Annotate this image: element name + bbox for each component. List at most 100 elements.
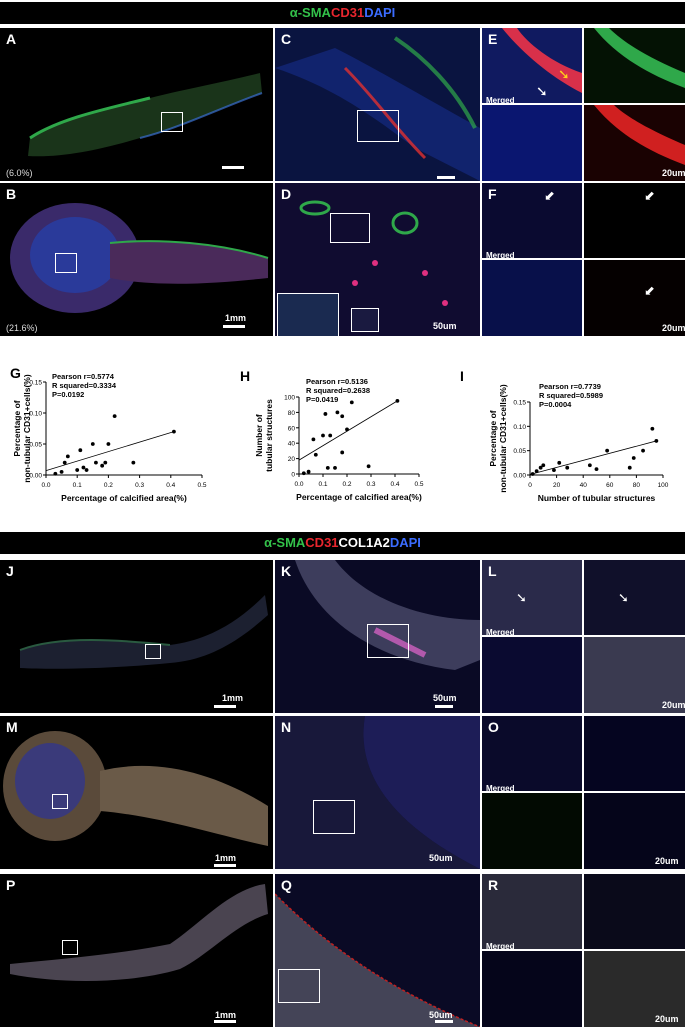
data-point [541,463,546,468]
y-tick-label: 60 [288,425,296,432]
tissue-section-j [19,595,268,669]
tissue-section-p [10,884,268,981]
y-tick-label: 0.10 [513,424,526,431]
scale-text-m: 1mm [215,853,237,863]
arrow-white-icon: ➘ [618,590,629,605]
panel-label-j: J [6,563,14,579]
panel-k: K 50um [275,560,480,713]
stat-line: R squared=0.5989 [539,391,603,400]
l-col-tile [584,637,685,713]
data-point [530,472,535,476]
data-point [565,465,570,470]
l-cd31-tile [584,560,685,635]
panel-d: D 50um [275,183,480,336]
legend-sma: α-SMA [264,535,306,550]
data-point [345,427,349,432]
scale-bar-a [222,166,244,169]
panel-q: Q 50um [275,874,480,1027]
scale-text-k: 50um [433,693,457,703]
e-merged-tile [482,28,582,103]
data-point [538,465,543,470]
data-point [328,433,333,438]
y-tick-label: 0.15 [29,380,42,387]
stat-line: P=0.0192 [52,390,84,399]
arrow-white-icon: ⬋ [544,188,555,203]
e-sma-tile [584,28,685,103]
panel-label-e: E [488,31,498,47]
data-point [534,469,539,474]
y-axis-label: Number of [254,414,264,457]
y-tick-label: 0.05 [29,442,42,449]
scale-text-p: 1mm [215,1010,237,1020]
y-tick-label: 100 [284,395,295,402]
merged-label-r: Merged [486,942,515,951]
y-tick-label: 0.15 [513,400,526,407]
data-point [81,465,86,470]
stat-line: Pearson r=0.5136 [306,377,368,386]
l-dapi-tile [482,637,582,713]
x-tick-label: 40 [580,482,588,489]
o-sma-tile [482,793,582,869]
y-tick-label: 20 [288,456,296,463]
roi-box-n [313,800,355,834]
roi-box-a [161,112,183,132]
x-tick-label: 0.3 [135,482,144,489]
y-tick-label: 0.00 [513,473,526,480]
y-axis-label: tubular structures [264,399,274,472]
stain-legend-bottom: α-SMACD31COL1A2DAPI [0,532,685,554]
data-point [59,470,64,474]
legend-cd31: CD31 [305,535,339,550]
panel-o: O Merged 20um [482,716,685,869]
y-tick-label: 0.00 [29,473,42,480]
r-merged-tile [482,874,582,949]
x-tick-label: 60 [606,482,614,489]
r-dapi-tile [482,951,582,1027]
legend-col1a2: COL1A2 [338,535,390,550]
panel-label-h: H [240,368,251,384]
scale-text-e: 20um [662,168,685,178]
y-tick-label: 40 [288,441,296,448]
data-point [75,468,80,472]
stat-line: R squared=0.3334 [52,381,117,390]
scale-text-o: 20um [655,856,679,866]
data-point [131,460,136,465]
merged-label-e: Merged [486,96,515,105]
f-sma-tile [584,183,685,258]
data-point [301,471,306,476]
x-tick-label: 0.0 [294,481,303,488]
scale-bar-j [214,705,236,708]
roi-box-m [52,794,68,809]
legend-sma: α-SMA [289,5,331,20]
data-point [349,400,354,405]
micrograph-k [295,560,480,670]
x-tick-label: 0.5 [414,481,423,488]
r-cd31-tile [584,874,685,949]
data-point [552,468,556,473]
roi-box-c [357,110,399,142]
merged-label-l: Merged [486,628,515,637]
x-tick-label: 80 [633,482,641,489]
panel-label-n: N [281,719,292,735]
charts-area: 0.0 0.1 0.2 0.3 0.4 0.50.000.050.100.15Percen… [12,372,669,503]
o-merged-tile [482,716,582,791]
scale-bar-p [214,1020,236,1023]
scale-text-j: 1mm [222,693,244,703]
scale-bar-q [435,1020,453,1023]
data-point [112,414,117,418]
data-point [65,454,70,459]
scale-text-l: 20um [662,700,685,710]
x-tick-label: 0.4 [390,481,399,488]
data-point [323,412,328,416]
stat-line: P=0.0419 [306,395,338,404]
micrograph-n [275,716,480,869]
data-point [94,460,98,465]
data-point [605,448,610,453]
e-dapi-tile [482,105,582,181]
data-point [333,465,337,470]
arrow-yellow-icon: ➘ [558,66,570,82]
data-point [313,452,318,457]
data-point [84,468,89,472]
arrow-white-icon: ⬋ [644,283,655,298]
stat-line: Pearson r=0.5774 [52,372,115,381]
scale-bar-k [435,705,453,708]
